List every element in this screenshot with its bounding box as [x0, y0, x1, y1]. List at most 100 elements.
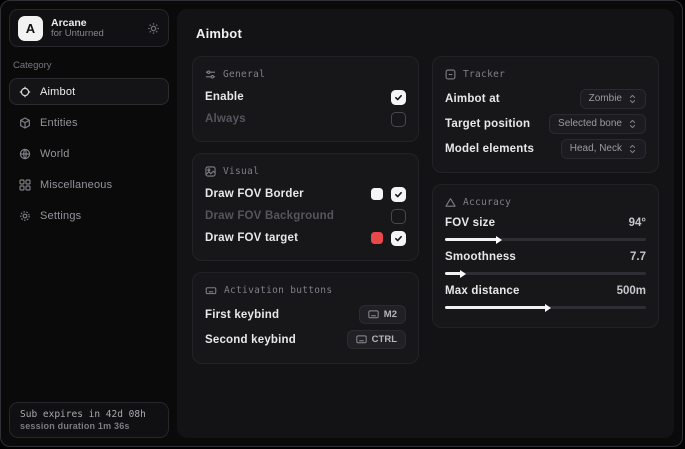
brand-text: Arcane for Unturned — [51, 17, 139, 40]
sidebar-item-label: World — [40, 147, 70, 160]
setting-label: Enable — [205, 91, 244, 103]
sub-expiry-text: Sub expires in 42d 08h — [20, 409, 146, 420]
slider-value: 94° — [628, 217, 646, 229]
first-keybind-button[interactable]: M2 — [358, 305, 406, 324]
dropdown-value: Head, Neck — [569, 143, 622, 154]
setting-label: Draw FOV Background — [205, 210, 335, 222]
fov-size-slider[interactable] — [445, 235, 646, 244]
fov-border-color-swatch[interactable] — [371, 188, 383, 200]
slider-value: 7.7 — [630, 251, 646, 263]
sync-gear-icon[interactable] — [147, 22, 160, 35]
session-duration-text: session duration 1m 36s — [20, 421, 130, 431]
brand-card: A Arcane for Unturned — [9, 9, 169, 47]
always-checkbox[interactable] — [391, 111, 406, 127]
grid-icon — [19, 178, 31, 191]
setting-label: Aimbot at — [445, 92, 500, 105]
slider-max-distance: Max distance 500m — [445, 282, 646, 312]
sidebar-item-label: Aimbot — [40, 85, 76, 98]
app-name: Arcane — [51, 16, 87, 29]
key-icon — [368, 310, 379, 319]
setting-label: Second keybind — [205, 333, 296, 346]
slider-thumb[interactable] — [544, 303, 551, 312]
setting-row-fov-border: Draw FOV Border — [205, 183, 406, 205]
aimbot-at-dropdown[interactable]: Zombie — [579, 88, 646, 109]
model-elements-dropdown[interactable]: Head, Neck — [560, 138, 646, 159]
panel-title: General — [223, 69, 266, 80]
setting-row-second-keybind: Second keybind CTRL — [205, 327, 406, 352]
fov-border-checkbox[interactable] — [391, 186, 406, 202]
setting-row-aimbot-at: Aimbot at Zombie — [445, 86, 646, 111]
app-subtitle: for Unturned — [51, 27, 104, 39]
panel-title: Tracker — [463, 69, 506, 80]
setting-label: Always — [205, 113, 246, 125]
sidebar-item-label: Settings — [40, 209, 82, 222]
sidebar-item-world[interactable]: World — [9, 140, 169, 167]
chevron-up-down-icon — [628, 119, 637, 129]
dropdown-value: Selected bone — [558, 118, 622, 129]
panel-title: Accuracy — [463, 197, 512, 208]
sidebar-item-aimbot[interactable]: Aimbot — [9, 78, 169, 105]
setting-label: Max distance — [445, 285, 520, 297]
panel-title: Activation buttons — [224, 285, 333, 296]
sliders-icon — [205, 69, 216, 80]
scan-box-icon — [445, 69, 456, 80]
setting-label: Draw FOV target — [205, 232, 299, 244]
fov-target-color-swatch[interactable] — [371, 232, 383, 244]
dropdown-value: Zombie — [588, 93, 622, 104]
slider-thumb[interactable] — [496, 235, 503, 244]
panel-title: Visual — [223, 166, 260, 177]
category-label: Category — [13, 60, 52, 71]
setting-label: Target position — [445, 117, 531, 130]
sidebar-nav: Aimbot Entities World Miscellaneous — [9, 78, 169, 229]
panel-visual: Visual Draw FOV Border Draw FOV Backgrou… — [192, 153, 419, 261]
setting-row-enable: Enable — [205, 86, 406, 108]
fov-target-checkbox[interactable] — [391, 230, 406, 246]
smoothness-slider[interactable] — [445, 269, 646, 278]
setting-row-target-position: Target position Selected bone — [445, 111, 646, 136]
sidebar-item-label: Entities — [40, 116, 78, 129]
app-logo: A — [18, 15, 43, 41]
panel-activation-buttons: Activation buttons First keybind M2 Seco… — [192, 272, 419, 364]
page-title: Aimbot — [196, 26, 242, 41]
slider-smoothness: Smoothness 7.7 — [445, 248, 646, 278]
main-content: Aimbot General Enable — [177, 9, 674, 438]
key-icon — [355, 335, 367, 344]
setting-row-first-keybind: First keybind M2 — [205, 302, 406, 327]
panel-general: General Enable Always — [192, 56, 419, 142]
fov-background-checkbox[interactable] — [391, 208, 406, 224]
max-distance-slider[interactable] — [445, 303, 646, 312]
panel-tracker: Tracker Aimbot at Zombie Target position — [432, 56, 659, 173]
sidebar-item-entities[interactable]: Entities — [9, 109, 169, 136]
setting-label: Smoothness — [445, 251, 517, 263]
second-keybind-button[interactable]: CTRL — [346, 330, 406, 349]
sidebar-item-settings[interactable]: Settings — [9, 202, 169, 229]
setting-row-always: Always — [205, 108, 406, 130]
slider-thumb[interactable] — [460, 269, 467, 278]
slider-value: 500m — [616, 285, 646, 297]
entities-cube-icon — [19, 116, 31, 129]
setting-row-model-elements: Model elements Head, Neck — [445, 136, 646, 161]
image-icon — [205, 166, 216, 177]
sidebar-item-label: Miscellaneous — [40, 178, 113, 191]
target-position-dropdown[interactable]: Selected bone — [549, 113, 646, 134]
chevron-up-down-icon — [628, 144, 637, 154]
panel-accuracy: Accuracy FOV size 94° Smoothness — [432, 184, 659, 328]
triangle-icon — [445, 197, 456, 208]
keybind-value: M2 — [383, 309, 397, 320]
setting-label: Model elements — [445, 142, 535, 155]
enable-checkbox[interactable] — [391, 89, 406, 105]
keyboard-icon — [205, 285, 217, 296]
gear-icon — [19, 210, 31, 222]
setting-row-fov-background: Draw FOV Background — [205, 205, 406, 227]
globe-icon — [19, 148, 31, 160]
crosshair-icon — [19, 86, 31, 98]
keybind-value: CTRL — [371, 334, 397, 345]
sidebar-item-miscellaneous[interactable]: Miscellaneous — [9, 171, 169, 198]
sidebar: A Arcane for Unturned Category Aimbot — [1, 1, 177, 446]
slider-fov-size: FOV size 94° — [445, 214, 646, 244]
setting-label: FOV size — [445, 217, 496, 229]
setting-row-fov-target: Draw FOV target — [205, 227, 406, 249]
setting-label: First keybind — [205, 308, 280, 321]
setting-label: Draw FOV Border — [205, 188, 304, 200]
